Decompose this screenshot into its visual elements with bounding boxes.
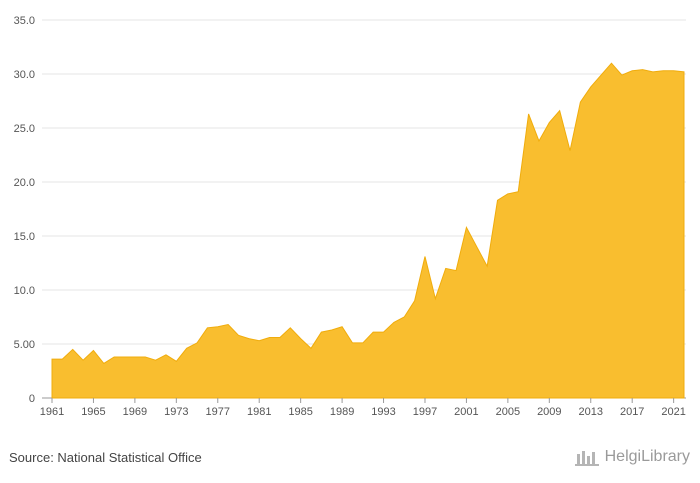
data-point[interactable] — [527, 112, 531, 116]
data-point[interactable] — [547, 121, 551, 125]
data-point[interactable] — [423, 255, 427, 259]
x-tick-label: 1981 — [247, 406, 271, 418]
y-tick-label: 0 — [29, 393, 35, 405]
x-tick-label: 1985 — [288, 406, 312, 418]
library-icon — [574, 451, 599, 466]
data-point[interactable] — [247, 337, 251, 341]
data-point[interactable] — [682, 70, 686, 74]
data-point[interactable] — [350, 341, 354, 345]
data-point[interactable] — [506, 192, 510, 196]
data-point[interactable] — [91, 348, 95, 352]
y-tick-label: 15.0 — [14, 231, 35, 243]
data-point[interactable] — [620, 73, 624, 77]
data-point[interactable] — [164, 353, 168, 357]
brand-logo[interactable]: HelgiLibrary — [574, 448, 690, 466]
data-point[interactable] — [382, 330, 386, 334]
data-point[interactable] — [578, 100, 582, 104]
data-point[interactable] — [641, 68, 645, 72]
source-note: Source: National Statistical Office — [9, 450, 202, 465]
data-point[interactable] — [71, 347, 75, 351]
data-point[interactable] — [174, 359, 178, 363]
data-point[interactable] — [661, 69, 665, 73]
y-tick-label: 25.0 — [14, 123, 35, 135]
data-point[interactable] — [112, 355, 116, 359]
x-tick-label: 2001 — [454, 406, 478, 418]
x-tick-label: 2017 — [620, 406, 644, 418]
data-point[interactable] — [475, 245, 479, 249]
data-point[interactable] — [537, 139, 541, 143]
x-tick-label: 2021 — [661, 406, 685, 418]
brand-name: HelgiLibrary — [604, 448, 690, 465]
data-point[interactable] — [392, 320, 396, 324]
data-point[interactable] — [195, 341, 199, 345]
data-point[interactable] — [50, 357, 54, 361]
data-point[interactable] — [123, 355, 127, 359]
data-point[interactable] — [133, 355, 137, 359]
x-tick-label: 1961 — [40, 406, 64, 418]
data-point[interactable] — [444, 266, 448, 270]
data-point[interactable] — [485, 264, 489, 268]
data-point[interactable] — [288, 326, 292, 330]
data-point[interactable] — [340, 325, 344, 329]
data-point[interactable] — [558, 109, 562, 113]
data-point[interactable] — [651, 70, 655, 74]
data-point[interactable] — [330, 328, 334, 332]
data-point[interactable] — [496, 198, 500, 202]
data-point[interactable] — [154, 358, 158, 362]
data-point[interactable] — [433, 297, 437, 301]
x-tick-label: 1997 — [413, 406, 437, 418]
y-tick-label: 5.00 — [14, 339, 35, 351]
y-tick-label: 20.0 — [14, 177, 35, 189]
x-tick-label: 1989 — [330, 406, 354, 418]
data-point[interactable] — [257, 339, 261, 343]
x-tick-label: 2009 — [537, 406, 561, 418]
data-point[interactable] — [589, 85, 593, 89]
data-point[interactable] — [402, 315, 406, 319]
data-point[interactable] — [609, 61, 613, 65]
x-axis: 1961 1965 1969 1973 1977 1981 1985 1989 1993 1997… — [40, 398, 686, 418]
data-point[interactable] — [81, 358, 85, 362]
data-point[interactable] — [143, 355, 147, 359]
data-point[interactable] — [599, 73, 603, 77]
data-point[interactable] — [278, 336, 282, 340]
data-point[interactable] — [413, 299, 417, 303]
data-point[interactable] — [516, 190, 520, 194]
x-tick-label: 1969 — [123, 406, 147, 418]
data-point[interactable] — [216, 325, 220, 329]
area-fill — [51, 62, 685, 399]
data-point[interactable] — [568, 149, 572, 153]
y-tick-label: 10.0 — [14, 285, 35, 297]
y-axis: 0 5.00 10.0 15.0 20.0 25.0 30.0 35.0 — [14, 15, 35, 405]
data-point[interactable] — [361, 341, 365, 345]
x-tick-label: 1973 — [164, 406, 188, 418]
y-tick-label: 35.0 — [14, 15, 35, 27]
data-point[interactable] — [299, 337, 303, 341]
data-point[interactable] — [454, 269, 458, 273]
data-point[interactable] — [464, 225, 468, 229]
gridlines — [42, 19, 686, 399]
y-tick-label: 30.0 — [14, 69, 35, 81]
data-point[interactable] — [319, 330, 323, 334]
data-point[interactable] — [268, 336, 272, 340]
data-point[interactable] — [60, 357, 64, 361]
x-tick-label: 1993 — [371, 406, 395, 418]
x-tick-label: 1977 — [206, 406, 230, 418]
data-point[interactable] — [630, 69, 634, 73]
data-point[interactable] — [371, 330, 375, 334]
data-point[interactable] — [226, 323, 230, 327]
data-point[interactable] — [236, 333, 240, 337]
data-point[interactable] — [672, 69, 676, 73]
data-point[interactable] — [309, 346, 313, 350]
x-tick-label: 1965 — [81, 406, 105, 418]
data-point[interactable] — [185, 346, 189, 350]
area-series — [50, 61, 686, 399]
data-point[interactable] — [205, 326, 209, 330]
x-tick-label: 2013 — [579, 406, 603, 418]
data-point[interactable] — [102, 361, 106, 365]
x-tick-label: 2005 — [496, 406, 520, 418]
